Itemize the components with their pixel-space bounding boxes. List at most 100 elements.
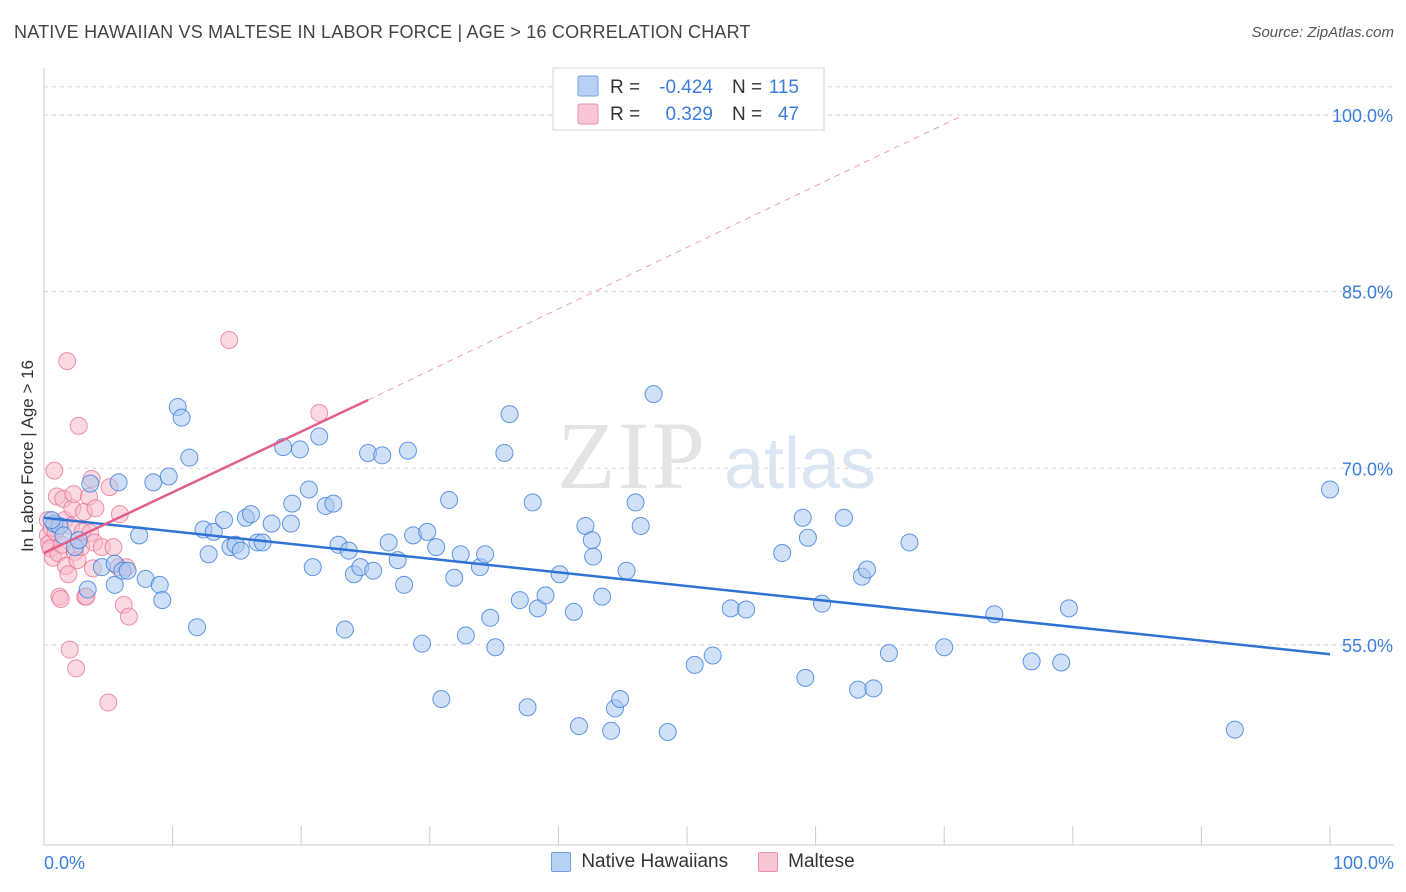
native-hawaiians-point — [215, 511, 234, 530]
native-hawaiians-point — [602, 721, 621, 740]
native-hawaiians-point — [395, 575, 414, 594]
chart-title: NATIVE HAWAIIAN VS MALTESE IN LABOR FORC… — [14, 22, 751, 42]
legend-n-label-2: N = — [732, 104, 762, 125]
legend-label-maltese: Maltese — [788, 851, 855, 872]
legend-r-value-2: 0.329 — [665, 104, 713, 125]
native-hawaiians-point — [1022, 652, 1041, 671]
native-hawaiians-point — [796, 668, 815, 687]
axes — [43, 68, 1394, 846]
native-hawaiians-point — [935, 638, 954, 657]
native-hawaiians-point — [1052, 653, 1071, 672]
native-hawaiians-point — [1059, 599, 1078, 618]
native-hawaiians-point — [518, 698, 537, 717]
native-hawaiians-point — [510, 591, 529, 610]
watermark-atlas: atlas — [724, 424, 876, 504]
native-hawaiians-point — [879, 644, 898, 663]
native-hawaiians-point — [617, 561, 636, 580]
y-tick-label: 100.0% — [1332, 106, 1393, 126]
native-hawaiians-point — [172, 408, 191, 427]
trend-lines — [43, 114, 1331, 656]
native-hawaiians-point — [262, 514, 281, 533]
native-hawaiians-point — [611, 690, 630, 709]
native-hawaiians-point — [523, 493, 542, 512]
native-hawaiians-point — [310, 427, 329, 446]
native-hawaiians-point — [290, 440, 309, 459]
native-hawaiians-point — [564, 602, 583, 621]
legend-n-value-1: 115 — [769, 77, 799, 98]
x-tick-marks — [43, 826, 1331, 845]
y-axis-label: In Labor Force | Age > 16 — [18, 360, 37, 552]
native-hawaiians-point — [1225, 720, 1244, 739]
native-hawaiians-point — [231, 541, 250, 560]
native-hawaiians-point — [721, 599, 740, 618]
native-hawaiians-point — [81, 474, 100, 493]
native-hawaiians-point — [78, 580, 97, 599]
native-hawaiians-point — [379, 533, 398, 552]
maltese-point — [64, 485, 83, 504]
y-tick-label: 55.0% — [1342, 636, 1393, 656]
native-hawaiians-point — [180, 448, 199, 467]
legend-item-maltese[interactable]: Maltese — [758, 851, 855, 873]
native-hawaiians-point — [242, 505, 261, 524]
legend-n-label-1: N = — [732, 77, 762, 98]
native-hawaiians-point — [153, 591, 172, 610]
native-hawaiians-point — [150, 575, 169, 594]
maltese-point — [119, 607, 138, 626]
maltese-trend-line — [43, 398, 369, 555]
native-hawaiians-point — [737, 600, 756, 619]
legend-r-value-1: -0.424 — [659, 77, 713, 98]
maltese-trend-extension — [367, 114, 964, 401]
native-hawaiians-point — [456, 626, 475, 645]
x-tick-label-left: 0.0% — [44, 853, 85, 873]
series-legend: Native Hawaiians Maltese — [0, 851, 1406, 873]
maltese-point — [310, 403, 329, 422]
native-hawaiians-point — [373, 446, 392, 465]
native-hawaiians-point — [199, 545, 218, 564]
legend-swatch-maltese — [758, 852, 779, 872]
native-hawaiians-point — [283, 494, 302, 513]
native-hawaiians-point — [281, 514, 300, 533]
series-native-hawaiians-points — [42, 385, 1339, 741]
x-tick-label-right: 100.0% — [1333, 853, 1394, 873]
native-hawaiians-point — [849, 680, 868, 699]
native-hawaiians-point — [536, 586, 555, 605]
native-hawaiians-point — [644, 385, 663, 404]
maltese-point — [86, 499, 105, 518]
native-hawaiians-point — [299, 480, 318, 499]
maltese-point — [60, 640, 79, 659]
native-hawaiians-point — [834, 508, 853, 527]
native-hawaiians-point — [569, 717, 588, 736]
legend-item-native-hawaiians[interactable]: Native Hawaiians — [551, 851, 728, 873]
legend-r-label-1: R = — [610, 77, 640, 98]
native-hawaiians-point — [413, 634, 432, 653]
native-hawaiians-point — [364, 561, 383, 580]
legend-swatch-native-hawaiians — [551, 852, 572, 872]
native-hawaiians-point — [398, 441, 417, 460]
native-hawaiians-point — [793, 508, 812, 527]
native-hawaiians-point — [864, 679, 883, 698]
native-hawaiians-point — [631, 516, 650, 535]
native-hawaiians-point — [476, 545, 495, 564]
native-hawaiians-point — [773, 544, 792, 563]
native-hawaiians-point — [858, 560, 877, 579]
maltese-point — [220, 330, 239, 349]
native-hawaiians-point — [118, 561, 137, 580]
maltese-point — [104, 538, 123, 557]
native-hawaiians-trend-line — [43, 516, 1331, 656]
native-hawaiians-point — [703, 646, 722, 665]
native-hawaiians-point — [427, 538, 446, 557]
native-hawaiians-point — [335, 620, 354, 639]
native-hawaiians-point — [685, 655, 704, 674]
stats-legend: R = -0.424 N = 115 R = 0.329 N = 47 — [552, 67, 825, 131]
native-hawaiians-point — [495, 443, 514, 462]
native-hawaiians-point — [144, 473, 163, 492]
watermark: ZIP atlas — [557, 402, 876, 509]
native-hawaiians-point — [440, 491, 459, 510]
native-hawaiians-point — [813, 594, 832, 613]
native-hawaiians-point — [798, 528, 817, 547]
native-hawaiians-point — [418, 522, 437, 541]
native-hawaiians-point — [900, 533, 919, 552]
native-hawaiians-point — [105, 575, 124, 594]
legend-r-label-2: R = — [610, 104, 640, 125]
